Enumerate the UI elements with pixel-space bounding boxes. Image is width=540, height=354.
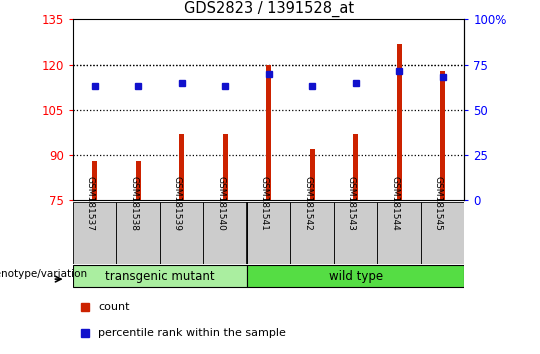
Text: GSM181538: GSM181538 — [129, 176, 138, 231]
Bar — [136, 161, 141, 200]
Title: GDS2823 / 1391528_at: GDS2823 / 1391528_at — [184, 0, 354, 17]
Bar — [73, 265, 247, 287]
Bar — [377, 202, 421, 264]
Bar — [353, 134, 358, 200]
Text: GSM181543: GSM181543 — [347, 176, 356, 231]
Text: GSM181542: GSM181542 — [303, 176, 312, 231]
Bar — [204, 202, 247, 264]
Text: percentile rank within the sample: percentile rank within the sample — [98, 328, 286, 338]
Bar — [247, 202, 291, 264]
Bar — [291, 202, 334, 264]
Bar — [396, 44, 402, 200]
Bar — [421, 202, 464, 264]
Text: GSM181539: GSM181539 — [173, 176, 181, 231]
Text: count: count — [98, 302, 130, 313]
Bar — [334, 202, 377, 264]
Text: transgenic mutant: transgenic mutant — [105, 270, 215, 282]
Text: genotype/variation: genotype/variation — [0, 269, 87, 279]
Bar — [73, 202, 117, 264]
Bar — [247, 265, 464, 287]
Text: GSM181544: GSM181544 — [390, 176, 399, 231]
Bar — [266, 64, 271, 200]
Bar — [179, 134, 184, 200]
Bar — [440, 71, 445, 200]
Bar — [117, 202, 160, 264]
Text: GSM181545: GSM181545 — [434, 176, 443, 231]
Bar — [92, 161, 97, 200]
Text: wild type: wild type — [328, 270, 383, 282]
Text: GSM181540: GSM181540 — [216, 176, 225, 231]
Text: GSM181541: GSM181541 — [260, 176, 269, 231]
Bar — [309, 149, 315, 200]
Text: GSM181537: GSM181537 — [86, 176, 94, 231]
Bar — [160, 202, 204, 264]
Bar — [222, 134, 228, 200]
